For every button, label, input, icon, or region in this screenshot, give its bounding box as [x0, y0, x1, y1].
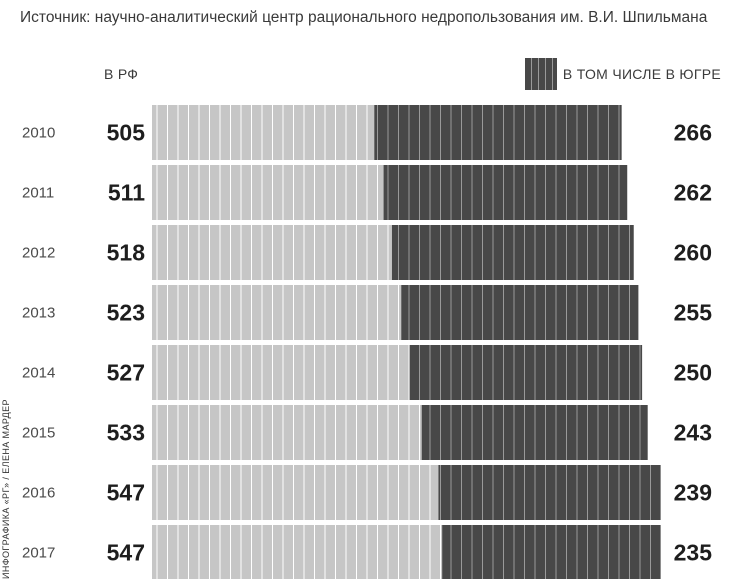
rf-value-label: 505	[107, 120, 146, 146]
rf-bar	[152, 285, 402, 340]
year-label: 2016	[22, 485, 55, 502]
year-label: 2011	[22, 185, 54, 202]
legend: В ТОМ ЧИСЛЕ В ЮГРЕ	[524, 58, 721, 90]
year-label: 2010	[22, 125, 55, 142]
year-label: 2012	[22, 245, 55, 262]
rf-value-label: 518	[107, 240, 146, 266]
year-label: 2014	[22, 365, 55, 382]
rf-value-label: 547	[107, 480, 145, 506]
rf-bar	[152, 405, 422, 460]
rf-bar	[152, 345, 410, 400]
rf-bar	[152, 225, 392, 280]
year-label: 2013	[22, 305, 55, 322]
yugra-bar	[438, 465, 661, 520]
yugra-value-label: 262	[674, 180, 712, 206]
legend-label-yugra: В ТОМ ЧИСЛЕ В ЮГРЕ	[562, 66, 721, 82]
yugra-bar	[421, 405, 648, 460]
yugra-value-label: 243	[674, 420, 712, 446]
rf-value-label: 547	[107, 540, 145, 566]
rf-value-label: 523	[107, 300, 145, 326]
legend-swatch-yugra	[524, 58, 557, 90]
rf-bar	[152, 165, 384, 220]
yugra-value-label: 239	[674, 480, 712, 506]
yugra-bar	[401, 285, 639, 340]
rf-value-label: 511	[108, 180, 145, 206]
rf-bar	[152, 465, 439, 520]
yugra-value-label: 260	[674, 240, 712, 266]
rf-bar	[152, 525, 443, 579]
yugra-value-label: 235	[674, 540, 713, 566]
source-note: Источник: научно-аналитический центр рац…	[20, 9, 708, 26]
year-label: 2017	[22, 545, 55, 562]
yugra-bar	[391, 225, 634, 280]
yugra-bar	[383, 165, 628, 220]
yugra-value-label: 266	[674, 120, 712, 146]
yugra-value-label: 250	[674, 360, 712, 386]
rf-value-label: 527	[107, 360, 145, 386]
yugra-value-label: 255	[674, 300, 713, 326]
rf-column-label: В РФ	[104, 66, 139, 82]
year-label: 2015	[22, 425, 55, 442]
yugra-bar	[409, 345, 643, 400]
yugra-bar	[442, 525, 661, 579]
rf-value-label: 533	[107, 420, 145, 446]
rf-bar	[152, 105, 375, 160]
yugra-bar	[374, 105, 622, 160]
